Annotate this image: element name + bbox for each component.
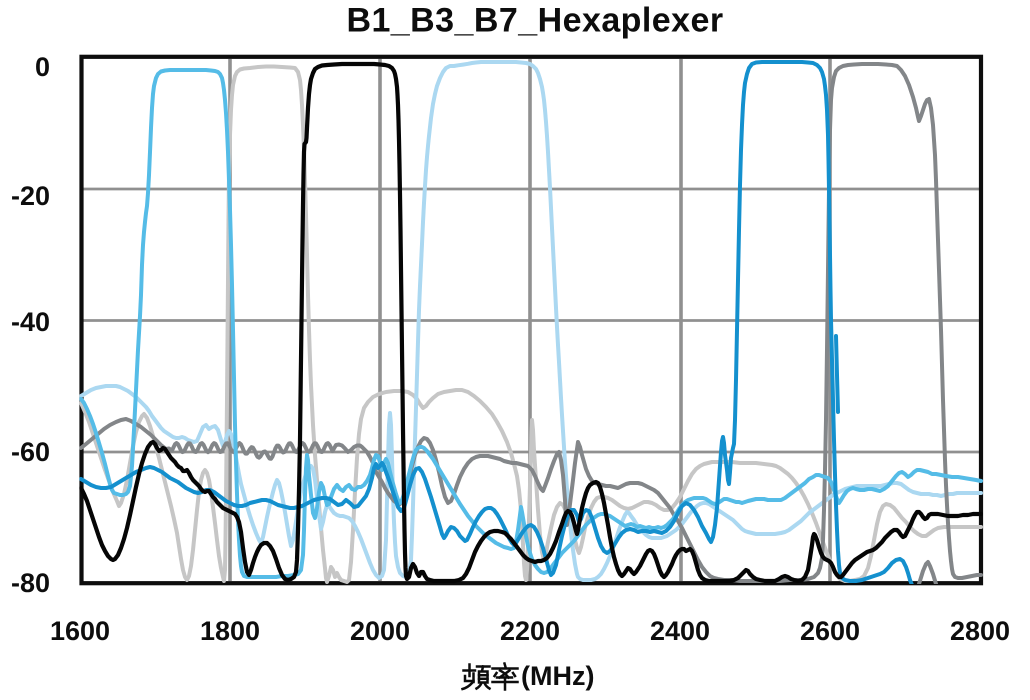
svg-text:-60: -60 (11, 437, 50, 467)
svg-text:2600: 2600 (800, 616, 860, 646)
svg-text:(MHz): (MHz) (521, 661, 594, 691)
svg-text:2800: 2800 (950, 616, 1010, 646)
svg-text:-80: -80 (11, 568, 50, 598)
svg-text:B1_B3_B7_Hexaplexer: B1_B3_B7_Hexaplexer (346, 2, 723, 40)
svg-text:-20: -20 (11, 181, 50, 211)
svg-text:1600: 1600 (50, 616, 110, 646)
svg-text:2000: 2000 (350, 616, 410, 646)
svg-text:0: 0 (35, 52, 50, 82)
svg-text:-40: -40 (11, 307, 50, 337)
svg-text:2400: 2400 (650, 616, 710, 646)
svg-text:1800: 1800 (200, 616, 260, 646)
svg-text:2200: 2200 (500, 616, 560, 646)
